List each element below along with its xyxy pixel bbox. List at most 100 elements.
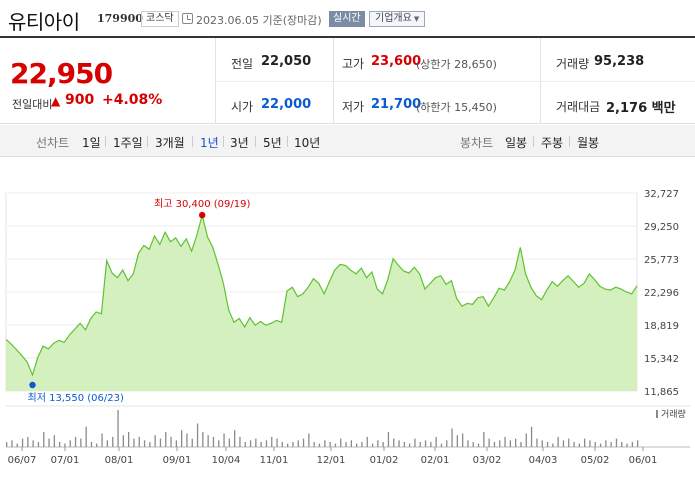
volume-bar <box>631 442 633 447</box>
volume-bar <box>499 440 501 447</box>
x-tick-label: 03/02 <box>473 455 502 466</box>
volume-bar <box>393 438 395 447</box>
volume-bar <box>74 436 77 447</box>
change-label: 전일대비 <box>12 98 53 111</box>
volume-bar <box>387 431 390 447</box>
low-label: 저가 <box>342 100 365 114</box>
open-label: 시가 <box>231 100 254 114</box>
tab-divider <box>192 136 193 147</box>
volume-bar <box>228 438 230 447</box>
volume-bar <box>143 440 146 447</box>
volume-bar <box>265 440 268 447</box>
volume-bar <box>488 438 490 447</box>
market-badge: 코스닥 <box>141 11 179 27</box>
volume-bar <box>207 435 209 447</box>
tab-3y[interactable]: 3년 <box>230 136 249 150</box>
tab-daily[interactable]: 일봉 <box>505 136 528 150</box>
realtime-button[interactable]: 실시간 <box>329 11 365 27</box>
volume-bar <box>122 435 124 447</box>
volume-bar <box>493 442 496 447</box>
x-tick-label: 04/03 <box>529 455 558 466</box>
tab-10y[interactable]: 10년 <box>294 136 321 150</box>
volume-bar <box>472 442 474 447</box>
volume-bar <box>546 442 549 447</box>
volume-bar <box>430 442 432 447</box>
change-amount: 900 <box>65 92 95 108</box>
high-value: 23,600 <box>371 54 422 69</box>
tab-1w[interactable]: 1주일 <box>113 136 143 150</box>
volume-bar <box>345 442 347 447</box>
volume-bar <box>218 440 220 447</box>
volume-bar <box>334 443 337 447</box>
company-overview-label: 기업개요 <box>375 13 412 24</box>
volume-bar <box>504 436 506 447</box>
tab-5y[interactable]: 5년 <box>263 136 282 150</box>
volume-bar <box>260 442 262 447</box>
x-tick-label: 07/01 <box>51 455 80 466</box>
volume-bar <box>59 442 61 447</box>
y-tick-label: 18,819 <box>644 321 679 332</box>
volume-bar <box>414 438 416 447</box>
x-axis: 06/07 07/01 08/01 09/01 10/04 11/01 12/01 01/02… <box>8 447 658 466</box>
volume-bar <box>557 436 559 447</box>
volume-bar <box>361 442 363 447</box>
volume-bar <box>610 442 612 447</box>
volume-bar <box>281 442 283 447</box>
stock-name: 유티아이 <box>8 10 80 34</box>
volume-bar <box>467 440 469 447</box>
x-tick-label: 06/07 <box>8 455 37 466</box>
x-tick-label: 12/01 <box>317 455 346 466</box>
volume-bar <box>244 442 246 447</box>
low-value: 21,700 <box>371 97 422 112</box>
change-rate: +4.08% <box>102 92 163 108</box>
lower-limit: (하한가 15,450) <box>416 101 497 114</box>
volume-bar <box>324 440 326 447</box>
tab-divider <box>105 136 106 147</box>
volume-bar <box>350 440 352 447</box>
tab-1d[interactable]: 1일 <box>82 136 101 150</box>
volume-bar <box>196 423 199 447</box>
low-annotation: 최저 13,550 (06/23) <box>28 392 124 404</box>
x-tick-label: 02/01 <box>421 455 450 466</box>
volume-bar <box>271 436 273 447</box>
volume-bar <box>276 438 278 447</box>
volume-bar <box>621 442 623 447</box>
y-axis: 32,727 29,250 25,773 22,296 18,819 15,342 11,8… <box>644 189 679 398</box>
open-value: 22,000 <box>261 97 312 112</box>
x-tick-label: 09/01 <box>163 455 192 466</box>
chevron-down-icon: ▼ <box>413 15 420 23</box>
volume-bar <box>186 433 188 447</box>
volume-bar <box>212 436 215 447</box>
volume-bar <box>562 440 565 447</box>
volume-bar <box>159 438 162 447</box>
volume-bar <box>69 440 71 447</box>
tab-1y[interactable]: 1년 <box>200 136 219 150</box>
volume-bar <box>313 442 315 447</box>
volume-bar <box>578 443 580 447</box>
high-label: 고가 <box>342 57 365 71</box>
tab-3m[interactable]: 3개월 <box>155 136 185 150</box>
volume-bar <box>117 410 119 447</box>
tab-divider <box>533 136 534 147</box>
volume-bar <box>128 431 130 447</box>
volume-bar <box>456 435 458 447</box>
tab-divider <box>569 136 570 147</box>
volume-bar <box>154 435 156 447</box>
volume-bar <box>637 440 639 447</box>
volume-bar <box>181 430 183 447</box>
volume-bar <box>615 438 618 447</box>
volume-bar <box>53 435 55 447</box>
volume-bar <box>6 442 8 447</box>
volume-bar <box>249 440 252 447</box>
volume-bar <box>112 436 114 447</box>
tab-monthly[interactable]: 월봉 <box>577 136 600 150</box>
tab-divider <box>287 136 288 147</box>
volume-bar <box>133 438 135 447</box>
volume-bar <box>515 438 517 447</box>
amount-label: 거래대금 <box>556 100 601 114</box>
company-overview-dropdown[interactable]: 기업개요 ▼ <box>369 11 426 27</box>
tab-weekly[interactable]: 주봉 <box>541 136 564 150</box>
volume-bar <box>483 431 485 447</box>
x-tick-label: 06/01 <box>629 455 658 466</box>
volume-bar <box>297 440 299 447</box>
